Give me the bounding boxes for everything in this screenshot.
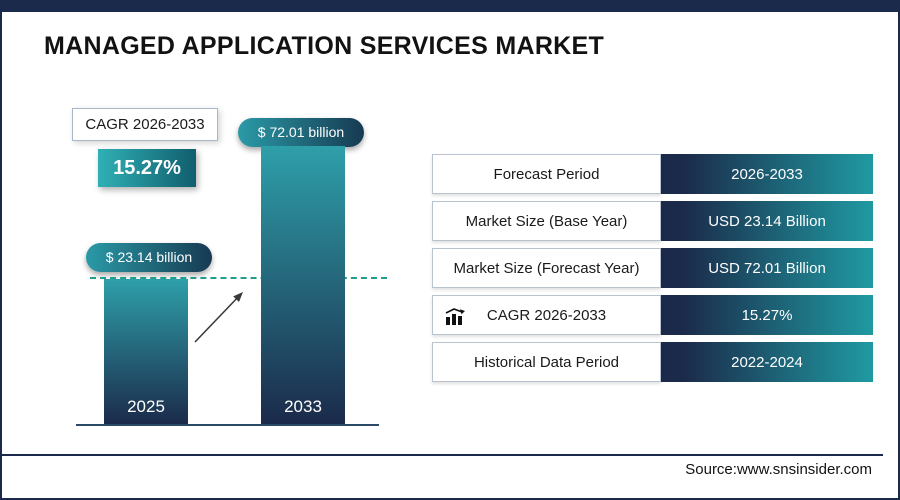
table-row: Forecast Period 2026-2033 xyxy=(432,154,873,194)
table-row-value: 15.27% xyxy=(661,295,873,335)
table-row-value: 2022-2024 xyxy=(661,342,873,382)
footer-divider xyxy=(2,454,883,456)
cagr-value: 15.27% xyxy=(98,149,196,187)
table-row-label: Market Size (Base Year) xyxy=(432,201,661,241)
table-row: CAGR 2026-2033 15.27% xyxy=(432,295,873,335)
table-row-value: 2026-2033 xyxy=(661,154,873,194)
table-row: Historical Data Period 2022-2024 xyxy=(432,342,873,382)
bar-2033: 2033 xyxy=(261,146,345,425)
bar-value-label-2033: $ 72.01 billion xyxy=(238,118,364,147)
top-accent-bar xyxy=(2,2,898,12)
trend-arrow-icon xyxy=(194,292,243,343)
table-row-value: USD 23.14 Billion xyxy=(661,201,873,241)
bar-2025: 2025 xyxy=(104,279,188,425)
x-axis-line xyxy=(76,424,379,426)
table-row-value: USD 72.01 Billion xyxy=(661,248,873,288)
table-row: Market Size (Forecast Year) USD 72.01 Bi… xyxy=(432,248,873,288)
cagr-label: CAGR 2026-2033 xyxy=(72,108,218,141)
table-row-label: CAGR 2026-2033 xyxy=(432,295,661,335)
table-row-label-text: CAGR 2026-2033 xyxy=(486,306,607,324)
table-row-label: Market Size (Forecast Year) xyxy=(432,248,661,288)
reference-dashed-line xyxy=(90,277,387,279)
growth-chart-icon xyxy=(445,308,465,325)
bar-category-label: 2033 xyxy=(284,397,322,416)
source-text: Source:www.snsinsider.com xyxy=(685,461,872,478)
bar-category-label: 2025 xyxy=(127,397,165,416)
page-title: MANAGED APPLICATION SERVICES MARKET xyxy=(44,32,605,60)
summary-table: Forecast Period 2026-2033 Market Size (B… xyxy=(432,154,873,389)
table-row: Market Size (Base Year) USD 23.14 Billio… xyxy=(432,201,873,241)
table-row-label: Historical Data Period xyxy=(432,342,661,382)
table-row-label: Forecast Period xyxy=(432,154,661,194)
bar-value-label-2025: $ 23.14 billion xyxy=(86,243,212,272)
